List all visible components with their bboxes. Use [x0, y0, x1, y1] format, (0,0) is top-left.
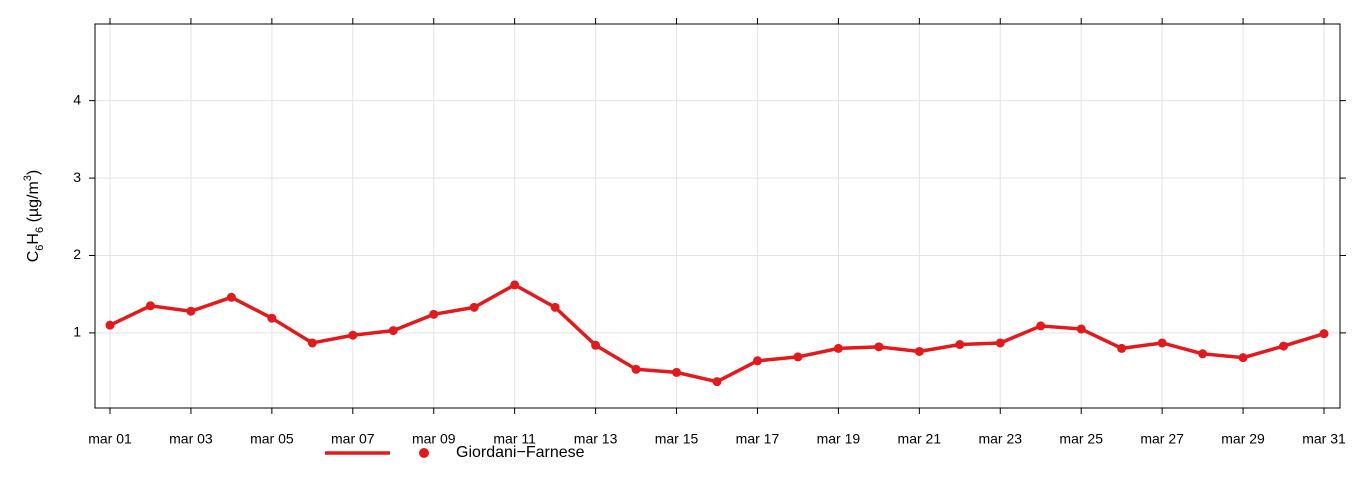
- y-tick-label: 2: [73, 246, 81, 262]
- data-point: [1036, 321, 1046, 331]
- data-point: [510, 280, 520, 290]
- x-tick-label: mar 01: [88, 431, 132, 447]
- data-point: [833, 343, 843, 353]
- y-label-part: 6: [34, 245, 46, 251]
- y-label-part: C: [25, 251, 42, 263]
- x-tick-label: mar 27: [1140, 431, 1184, 447]
- y-tick-label: 3: [73, 169, 81, 185]
- data-point: [631, 364, 641, 374]
- data-point: [995, 338, 1005, 348]
- data-point: [672, 367, 682, 377]
- y-label-part: 6: [34, 227, 46, 233]
- data-point: [348, 330, 358, 340]
- y-tick-label: 1: [73, 324, 81, 340]
- x-tick-label: mar 13: [574, 431, 618, 447]
- data-point: [1076, 324, 1086, 334]
- x-tick-label: mar 15: [655, 431, 699, 447]
- x-tick-label: mar 17: [736, 431, 780, 447]
- x-tick-label: mar 11: [493, 431, 536, 447]
- x-tick-label: mar 21: [898, 431, 942, 447]
- legend-label: Giordani−Farnese: [456, 444, 585, 461]
- y-label-part: H: [25, 233, 42, 245]
- x-tick-label: mar 19: [817, 431, 861, 447]
- x-tick-label: mar 23: [978, 431, 1022, 447]
- y-tick-label: 4: [73, 91, 81, 107]
- data-point: [914, 346, 924, 356]
- data-point: [1238, 353, 1248, 363]
- data-point: [1279, 341, 1289, 351]
- x-tick-label: mar 25: [1059, 431, 1103, 447]
- data-point: [186, 306, 196, 316]
- data-point: [1117, 343, 1127, 353]
- x-tick-label: mar 09: [412, 431, 456, 447]
- data-point: [429, 309, 439, 319]
- data-point: [388, 326, 398, 336]
- data-point: [712, 377, 722, 387]
- data-point: [105, 320, 115, 330]
- data-point: [874, 342, 884, 352]
- data-point: [469, 302, 479, 312]
- data-point: [955, 340, 965, 350]
- y-label-part: ): [25, 170, 42, 175]
- y-axis-label: C6H6 (µg/m3): [22, 170, 46, 263]
- data-point: [226, 292, 236, 302]
- data-point: [591, 340, 601, 350]
- x-tick-label: mar 29: [1221, 431, 1265, 447]
- plot-frame: [94, 23, 1341, 409]
- x-tick-label: mar 07: [331, 431, 375, 447]
- y-label-part: (µg/m: [25, 181, 42, 227]
- x-tick-label: mar 31: [1302, 431, 1346, 447]
- y-label-part: 3: [22, 175, 34, 181]
- data-point: [1198, 349, 1208, 359]
- data-point: [793, 352, 803, 362]
- data-point: [1157, 338, 1167, 348]
- data-point: [145, 301, 155, 311]
- data-point: [752, 356, 762, 366]
- data-point: [1319, 329, 1329, 339]
- legend-marker: [419, 448, 429, 458]
- x-tick-label: mar 03: [169, 431, 213, 447]
- x-tick-label: mar 05: [250, 431, 294, 447]
- data-point: [307, 338, 317, 348]
- data-point: [550, 302, 560, 312]
- data-point: [267, 313, 277, 323]
